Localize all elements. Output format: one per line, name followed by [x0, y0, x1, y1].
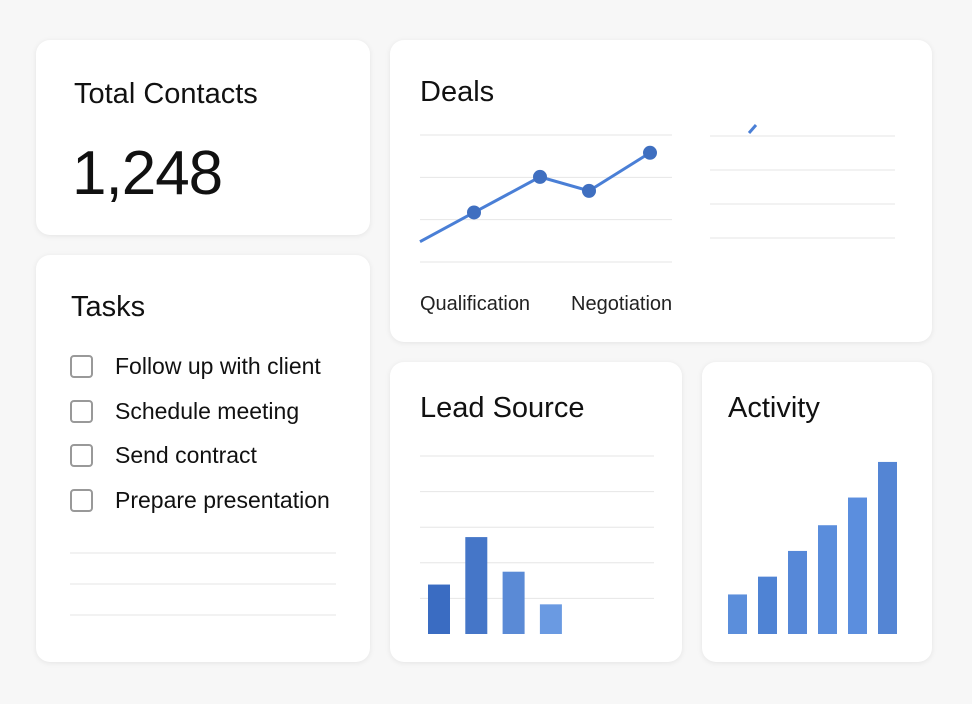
card-title: Total Contacts [74, 78, 258, 110]
task-item[interactable]: Follow up with client [70, 353, 321, 380]
deals-card: Deals Qualification Negotiation [390, 40, 932, 342]
checkbox[interactable] [70, 399, 93, 423]
contacts-card: Total Contacts 1,248 [36, 40, 370, 235]
card-title: Lead Source [420, 392, 585, 424]
task-item[interactable]: Schedule meeting [70, 398, 299, 425]
lead-source-card: Lead Source [390, 362, 682, 662]
task-item[interactable]: Prepare presentation [70, 487, 330, 514]
card-title: Deals [420, 76, 495, 108]
activity-card: Activity [702, 362, 932, 662]
checkbox[interactable] [70, 444, 93, 467]
task-label: Send contract [115, 442, 257, 468]
card-title: Tasks [71, 291, 146, 323]
checkbox[interactable] [70, 488, 93, 512]
task-item[interactable]: Send contract [70, 442, 257, 469]
task-label: Follow up with client [115, 353, 321, 379]
contacts-value: 1,248 [72, 139, 223, 208]
x-label: Negotiation [571, 293, 673, 315]
tasks-card: Tasks Follow up with client Schedule meet… [36, 255, 370, 662]
x-label: Qualification [420, 293, 531, 315]
task-label: Schedule meeting [115, 397, 300, 424]
task-label: Prepare presentation [115, 486, 330, 513]
checkbox[interactable] [70, 355, 93, 378]
card-title: Activity [728, 392, 820, 424]
